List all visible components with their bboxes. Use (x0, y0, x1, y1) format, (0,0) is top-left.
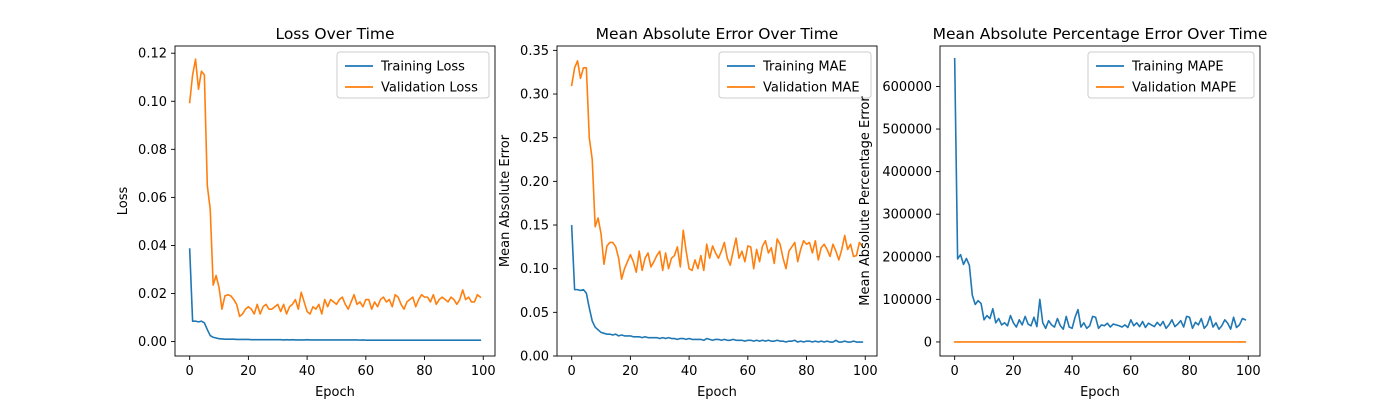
y-tick-label: 0 (924, 335, 932, 350)
legend-box (1087, 51, 1255, 99)
y-tick-label: 0.15 (520, 219, 549, 234)
legend-box (718, 51, 872, 99)
x-tick-label: 20 (240, 364, 257, 379)
legend: Training MAPE Validation MAPE (1087, 51, 1255, 99)
x-tick-label: 80 (1181, 364, 1198, 379)
y-tick-label: 500000 (882, 123, 932, 138)
x-tick-label: 80 (416, 364, 433, 379)
x-axis-label: Epoch (1080, 385, 1120, 400)
x-tick-label: 40 (1064, 364, 1081, 379)
legend-label: Training MAE (762, 60, 847, 75)
y-tick-label: 0.35 (520, 44, 549, 59)
y-tick-label: 0.06 (138, 191, 167, 206)
x-tick-label: 100 (471, 364, 496, 379)
x-tick-label: 100 (853, 364, 878, 379)
chart-title: Loss Over Time (275, 25, 394, 43)
x-axis-label: Epoch (315, 385, 355, 400)
x-tick-label: 60 (740, 364, 757, 379)
x-tick-label: 0 (951, 364, 959, 379)
chart-title: Mean Absolute Error Over Time (596, 25, 839, 43)
x-axis-label: Epoch (697, 385, 737, 400)
y-tick-label: 0.10 (520, 262, 549, 277)
y-tick-label: 0.04 (138, 239, 167, 254)
chart-panel-2: 0 20 40 60 80 100 0.00 0.05 0.10 0.15 0.20 0.25 0.30… (498, 25, 878, 400)
legend-label: Training Loss (380, 60, 465, 75)
x-tick-label: 20 (622, 364, 639, 379)
y-tick-label: 0.25 (520, 131, 549, 146)
series-line-training-mae (570, 225, 864, 343)
legend-label: Validation MAE (763, 81, 860, 96)
y-tick-label: 100000 (882, 293, 932, 308)
x-tick-label: 20 (1005, 364, 1022, 379)
legend-label: Training MAPE (1131, 60, 1224, 75)
legend-label: Validation Loss (381, 81, 478, 96)
series-line-validation-loss (188, 58, 482, 318)
y-tick-label: 0.12 (138, 47, 167, 62)
y-tick-label: 0.30 (520, 88, 549, 103)
y-tick-label: 0.20 (520, 175, 549, 190)
x-tick-label: 40 (299, 364, 316, 379)
x-tick-label: 0 (568, 364, 576, 379)
series-line-validation-mae (570, 60, 864, 280)
axes-frame (556, 45, 878, 357)
legend: Training MAE Validation MAE (718, 51, 872, 99)
x-tick-label: 40 (681, 364, 698, 379)
y-axis-label: Mean Absolute Percentage Error (858, 96, 873, 306)
y-tick-label: 0.02 (138, 287, 167, 302)
chart-panel-1: 0 20 40 60 80 100 0.00 0.02 0.04 0.06 0.08 0.10 0.12… (116, 25, 496, 400)
y-tick-label: 600000 (882, 80, 932, 95)
x-tick-label: 60 (1123, 364, 1140, 379)
y-tick-label: 0.08 (138, 143, 167, 158)
chart-panel-3: 0 20 40 60 80 100 0 100000 200000 300000 400000 500… (858, 25, 1267, 400)
chart-title: Mean Absolute Percentage Error Over Time (933, 25, 1268, 43)
y-axis-label: Loss (116, 187, 131, 216)
x-tick-label: 100 (1236, 364, 1261, 379)
y-tick-label: 200000 (882, 250, 932, 265)
legend-label: Validation MAPE (1132, 81, 1237, 96)
y-tick-label: 0.05 (520, 306, 549, 321)
axes-frame (174, 45, 496, 357)
y-tick-label: 300000 (882, 208, 932, 223)
y-tick-label: 0.10 (138, 95, 167, 110)
y-tick-label: 0.00 (138, 335, 167, 350)
legend-box (336, 51, 490, 99)
y-axis-label: Mean Absolute Error (498, 134, 513, 267)
x-tick-label: 0 (186, 364, 194, 379)
series-line-training-mape (953, 57, 1247, 330)
legend: Training Loss Validation Loss (336, 51, 490, 99)
series-line-training-loss (188, 248, 482, 341)
axes-frame (939, 45, 1261, 357)
y-tick-label: 0.00 (520, 350, 549, 365)
y-tick-label: 400000 (882, 165, 932, 180)
x-tick-label: 60 (358, 364, 375, 379)
x-tick-label: 80 (798, 364, 815, 379)
